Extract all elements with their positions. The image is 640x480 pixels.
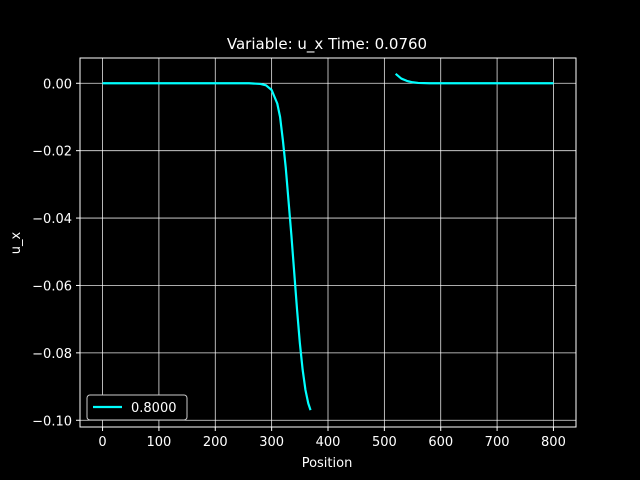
legend-box: [86, 394, 188, 421]
x-tick-label: 800: [541, 435, 566, 450]
y-tick-label: 0.00: [43, 77, 72, 92]
x-tick-label: 100: [146, 435, 171, 450]
chart-title: Variable: u_x Time: 0.0760: [227, 35, 427, 54]
y-tick-label: −0.08: [32, 347, 72, 362]
plot-area: 0 100 200 300 400 500 600 700 800 0.00 −0.02 −0.04 −…: [32, 57, 577, 450]
x-axis-label: Position: [302, 456, 353, 471]
y-tick-label: −0.04: [32, 212, 72, 227]
x-tick-label: 0: [98, 435, 106, 450]
series-line: [102, 82, 312, 411]
x-tick-label: 300: [259, 435, 284, 450]
x-tick-label: 500: [372, 435, 397, 450]
x-tick-label: 600: [428, 435, 453, 450]
x-tick-label: 700: [485, 435, 510, 450]
x-tick-label: 400: [316, 435, 341, 450]
y-tick-label: −0.06: [32, 279, 72, 294]
y-tick-label: −0.10: [32, 414, 72, 429]
x-tick-label: 200: [203, 435, 228, 450]
legend: 0.8000: [86, 394, 188, 421]
legend-label: 0.8000: [131, 401, 177, 416]
y-axis-label: u_x: [9, 231, 24, 254]
y-tick-label: −0.02: [32, 145, 72, 160]
series-line: [394, 72, 554, 85]
